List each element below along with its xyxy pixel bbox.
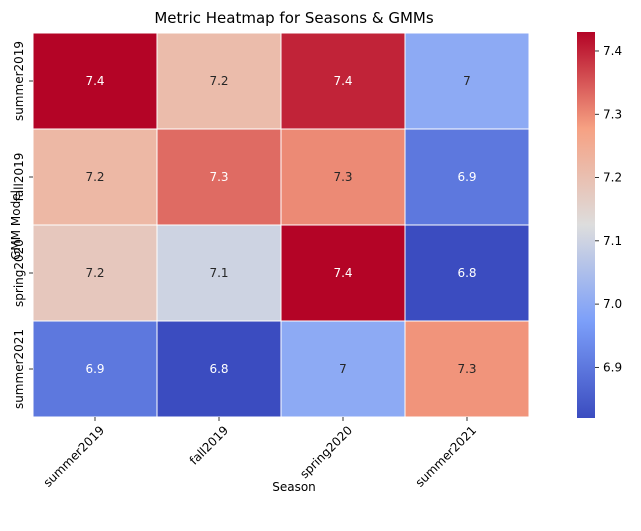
colorbar-tick-label: 7.4	[603, 44, 622, 58]
heatmap-cell	[32, 128, 158, 226]
cell-annotation: 7.4	[333, 74, 352, 88]
heatmap-cell	[404, 32, 530, 130]
heatmap-cell	[280, 320, 406, 418]
cell-annotation: 7.4	[85, 74, 104, 88]
colorbar-tick-label: 7.2	[603, 171, 622, 185]
heatmap-cell	[156, 320, 282, 418]
cell-annotation: 7.3	[209, 170, 228, 184]
cell-annotation: 7	[463, 74, 471, 88]
y-tick-label: summer2019	[12, 41, 26, 121]
heatmap-cell	[32, 320, 158, 418]
heatmap-cell	[404, 320, 530, 418]
cell-annotation: 7.2	[85, 170, 104, 184]
chart-title: Metric Heatmap for Seasons & GMMs	[154, 9, 433, 27]
x-tick-label: summer2021	[413, 423, 480, 490]
heatmap-cell	[156, 128, 282, 226]
colorbar: 6.9 7.0 7.1 7.2 7.3 7.4	[577, 32, 622, 418]
x-tick-label: spring2020	[297, 423, 355, 481]
colorbar-tick-label: 6.9	[603, 360, 622, 374]
cell-annotation: 6.8	[457, 266, 476, 280]
heatmap-annotations: 7.4 7.2 7.4 7 7.2 7.3 7.3 6.9 7.2 7.1 7.4 6.8 6.9 6.8…	[85, 74, 476, 376]
heatmap-cell	[32, 32, 158, 130]
cell-annotation: 7.1	[209, 266, 228, 280]
x-tick-label: fall2019	[187, 423, 231, 467]
cell-annotation: 6.9	[85, 362, 104, 376]
heatmap-cell	[404, 224, 530, 322]
y-axis: summer2019 fall2019 spring2020 summer2021	[12, 41, 33, 409]
cell-annotation: 7.3	[333, 170, 352, 184]
y-tick-label: spring2020	[12, 239, 26, 307]
x-axis-label: Season	[272, 480, 316, 494]
colorbar-tick-label: 7.0	[603, 297, 622, 311]
cell-annotation: 7.3	[457, 362, 476, 376]
colorbar-gradient	[577, 32, 595, 418]
colorbar-tick-label: 7.3	[603, 107, 622, 121]
heatmap-cell	[280, 32, 406, 130]
x-axis: summer2019 fall2019 spring2020 summer2021	[41, 417, 480, 490]
heatmap-cell	[156, 32, 282, 130]
cell-annotation: 7.2	[85, 266, 104, 280]
y-tick-label: fall2019	[12, 153, 26, 202]
heatmap-cell	[404, 128, 530, 226]
colorbar-tick-label: 7.1	[603, 234, 622, 248]
cell-annotation: 7.4	[333, 266, 352, 280]
y-axis-label: GMM Model	[9, 190, 23, 260]
heatmap-cell	[156, 224, 282, 322]
cell-annotation: 7.2	[209, 74, 228, 88]
cell-annotation: 7	[339, 362, 347, 376]
heatmap-cells	[32, 32, 530, 418]
cell-annotation: 6.8	[209, 362, 228, 376]
cell-annotation: 6.9	[457, 170, 476, 184]
y-tick-label: summer2021	[12, 329, 26, 409]
x-tick-label: summer2019	[41, 423, 108, 490]
